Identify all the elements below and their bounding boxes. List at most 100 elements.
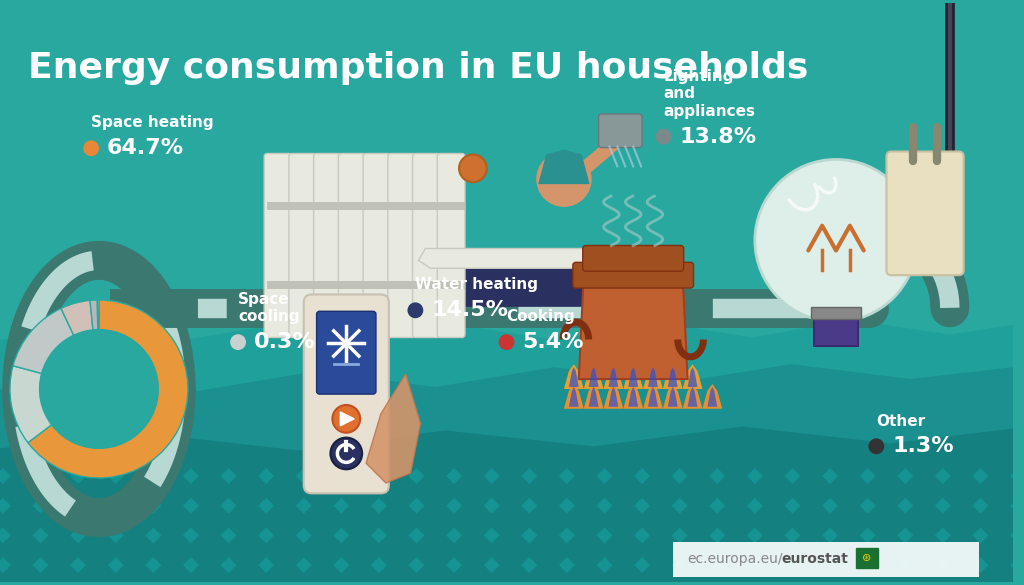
Polygon shape (687, 387, 697, 407)
Polygon shape (784, 557, 801, 573)
Polygon shape (183, 528, 199, 543)
Polygon shape (710, 557, 725, 573)
Polygon shape (33, 557, 48, 573)
Polygon shape (340, 412, 354, 426)
Polygon shape (564, 384, 584, 409)
Polygon shape (1010, 468, 1024, 484)
Polygon shape (603, 364, 624, 389)
Polygon shape (0, 426, 1013, 582)
Circle shape (408, 302, 423, 318)
Polygon shape (643, 384, 663, 409)
Text: 13.8%: 13.8% (679, 127, 757, 147)
FancyBboxPatch shape (289, 153, 316, 338)
Polygon shape (71, 557, 86, 573)
Bar (673, 542, 980, 577)
Polygon shape (608, 387, 618, 407)
Polygon shape (258, 498, 274, 514)
Wedge shape (10, 366, 51, 443)
Polygon shape (564, 364, 584, 389)
Polygon shape (608, 367, 618, 387)
Polygon shape (71, 468, 86, 484)
Polygon shape (634, 498, 650, 514)
Circle shape (83, 140, 99, 156)
Polygon shape (521, 468, 538, 484)
Polygon shape (624, 364, 643, 389)
FancyBboxPatch shape (264, 153, 292, 338)
Polygon shape (296, 468, 311, 484)
Polygon shape (822, 557, 838, 573)
Polygon shape (589, 367, 599, 387)
Polygon shape (559, 557, 574, 573)
Polygon shape (409, 528, 424, 543)
FancyBboxPatch shape (887, 152, 964, 275)
Polygon shape (258, 557, 274, 573)
Polygon shape (784, 498, 801, 514)
Polygon shape (710, 468, 725, 484)
FancyBboxPatch shape (388, 153, 416, 338)
Polygon shape (334, 498, 349, 514)
Wedge shape (97, 300, 99, 329)
Text: Water heating: Water heating (416, 277, 539, 292)
Circle shape (459, 154, 486, 182)
Polygon shape (483, 498, 500, 514)
Polygon shape (860, 528, 876, 543)
Polygon shape (672, 498, 687, 514)
Polygon shape (183, 557, 199, 573)
Polygon shape (108, 528, 124, 543)
Text: 1.3%: 1.3% (892, 436, 953, 456)
Text: ⊛: ⊛ (862, 553, 871, 563)
Polygon shape (1010, 528, 1024, 543)
Polygon shape (597, 468, 612, 484)
Circle shape (333, 405, 360, 433)
Polygon shape (1010, 557, 1024, 573)
Polygon shape (584, 384, 603, 409)
Text: Cooking: Cooking (507, 309, 575, 324)
Polygon shape (569, 367, 579, 387)
Polygon shape (603, 384, 624, 409)
Polygon shape (897, 468, 913, 484)
Polygon shape (683, 364, 702, 389)
Text: 64.7%: 64.7% (108, 138, 184, 159)
Polygon shape (371, 528, 387, 543)
Polygon shape (371, 498, 387, 514)
FancyBboxPatch shape (572, 262, 693, 288)
FancyBboxPatch shape (364, 153, 391, 338)
Polygon shape (746, 557, 763, 573)
Polygon shape (0, 364, 1013, 582)
Polygon shape (672, 557, 687, 573)
Bar (267, 202, 465, 210)
Polygon shape (935, 468, 950, 484)
Text: Energy consumption in EU households: Energy consumption in EU households (28, 50, 808, 85)
Polygon shape (629, 387, 638, 407)
Polygon shape (597, 557, 612, 573)
Polygon shape (33, 498, 48, 514)
Polygon shape (668, 367, 678, 387)
Polygon shape (702, 384, 722, 409)
Polygon shape (589, 387, 599, 407)
Polygon shape (220, 557, 237, 573)
Polygon shape (897, 528, 913, 543)
Polygon shape (539, 150, 590, 184)
Polygon shape (296, 528, 311, 543)
Circle shape (868, 438, 885, 454)
Polygon shape (935, 498, 950, 514)
Polygon shape (446, 468, 462, 484)
Polygon shape (220, 528, 237, 543)
Polygon shape (108, 498, 124, 514)
Polygon shape (0, 498, 11, 514)
Polygon shape (371, 468, 387, 484)
Polygon shape (624, 384, 643, 409)
Polygon shape (597, 498, 612, 514)
Polygon shape (648, 387, 658, 407)
Polygon shape (419, 249, 675, 269)
Polygon shape (634, 528, 650, 543)
Circle shape (40, 329, 159, 448)
Polygon shape (973, 468, 988, 484)
Polygon shape (409, 557, 424, 573)
Polygon shape (296, 557, 311, 573)
Polygon shape (668, 387, 678, 407)
Text: ec.europa.eu/: ec.europa.eu/ (687, 552, 783, 566)
Polygon shape (643, 364, 663, 389)
Polygon shape (183, 468, 199, 484)
Polygon shape (634, 468, 650, 484)
